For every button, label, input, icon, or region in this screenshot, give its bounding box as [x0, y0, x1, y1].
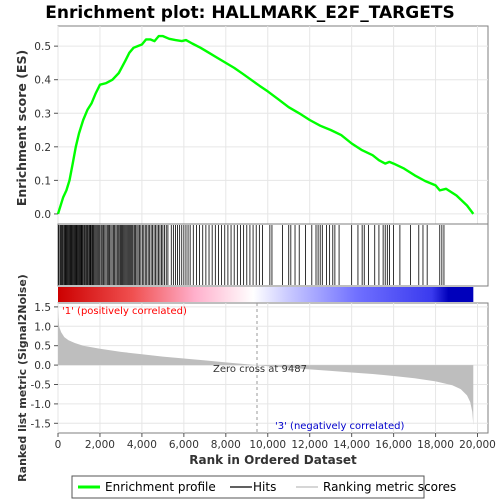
x-tick-label: 8,000	[211, 439, 241, 451]
hits-barcode	[58, 225, 445, 285]
metric-axis-ticks: 1.5 1.0 0.5 0.0 -0.5 -1.0 -1.5	[31, 302, 58, 430]
x-tick-label: 10,000	[249, 439, 286, 451]
es-tick-label: 0.2	[34, 142, 51, 154]
metric-tick-label: 0.0	[34, 360, 51, 372]
x-tick-label: 16,000	[375, 439, 412, 451]
rank-colorbar	[58, 287, 474, 302]
x-tick-label: 18,000	[417, 439, 454, 451]
ranking-metric-fill	[58, 308, 474, 426]
metric-tick-label: 0.5	[34, 341, 51, 353]
metric-tick-label: -1.0	[31, 399, 52, 411]
negative-correlation-label: '3' (negatively correlated)	[275, 421, 404, 432]
legend-label: Ranking metric scores	[323, 480, 456, 494]
es-axis-ticks: 0.0 0.1 0.2 0.3 0.4 0.5	[34, 41, 58, 221]
x-tick-label: 2,000	[85, 439, 115, 451]
positive-correlation-label: '1' (positively correlated)	[62, 306, 187, 317]
x-tick-label: 0	[55, 439, 62, 451]
metric-tick-label: -0.5	[31, 379, 52, 391]
legend-item-hits: Hits	[230, 480, 276, 494]
es-tick-label: 0.5	[34, 41, 51, 53]
chart-title: Enrichment plot: HALLMARK_E2F_TARGETS	[45, 3, 454, 23]
rank-colorbar-fill	[58, 287, 474, 302]
es-axis-label: Enrichment score (ES)	[14, 50, 29, 206]
es-tick-label: 0.3	[34, 108, 51, 120]
x-tick-label: 4,000	[127, 439, 157, 451]
es-gridlines	[57, 26, 488, 224]
x-axis-label: Rank in Ordered Dataset	[189, 453, 357, 467]
ranking-metric-area	[58, 308, 474, 426]
x-axis-ticks: 0 2,000 4,000 6,000 8,000 10,000 12,000 14,000 1…	[55, 433, 496, 451]
legend-item-metric: Ranking metric scores	[296, 480, 456, 494]
es-tick-label: 0.1	[34, 175, 51, 187]
legend-label: Enrichment profile	[105, 480, 216, 494]
es-panel-frame	[57, 25, 489, 225]
es-tick-label: 0.0	[34, 209, 51, 221]
enrichment-profile-path	[56, 34, 475, 215]
x-tick-label: 20,000	[459, 439, 496, 451]
legend-label: Hits	[253, 480, 276, 494]
zero-cross-label: Zero cross at 9487	[213, 364, 307, 375]
x-tick-label: 6,000	[169, 439, 199, 451]
metric-tick-label: 1.5	[34, 302, 51, 314]
enrichment-profile-line	[56, 34, 475, 215]
x-tick-label: 12,000	[291, 439, 328, 451]
metric-tick-label: 1.0	[34, 321, 51, 333]
es-tick-label: 0.4	[34, 75, 51, 87]
metric-axis-label: Ranked list metric (Signal2Noise)	[16, 274, 29, 482]
metric-gridlines	[57, 303, 488, 433]
metric-tick-label: -1.5	[31, 418, 52, 430]
legend-item-enrichment: Enrichment profile	[78, 480, 216, 494]
x-tick-label: 14,000	[333, 439, 370, 451]
